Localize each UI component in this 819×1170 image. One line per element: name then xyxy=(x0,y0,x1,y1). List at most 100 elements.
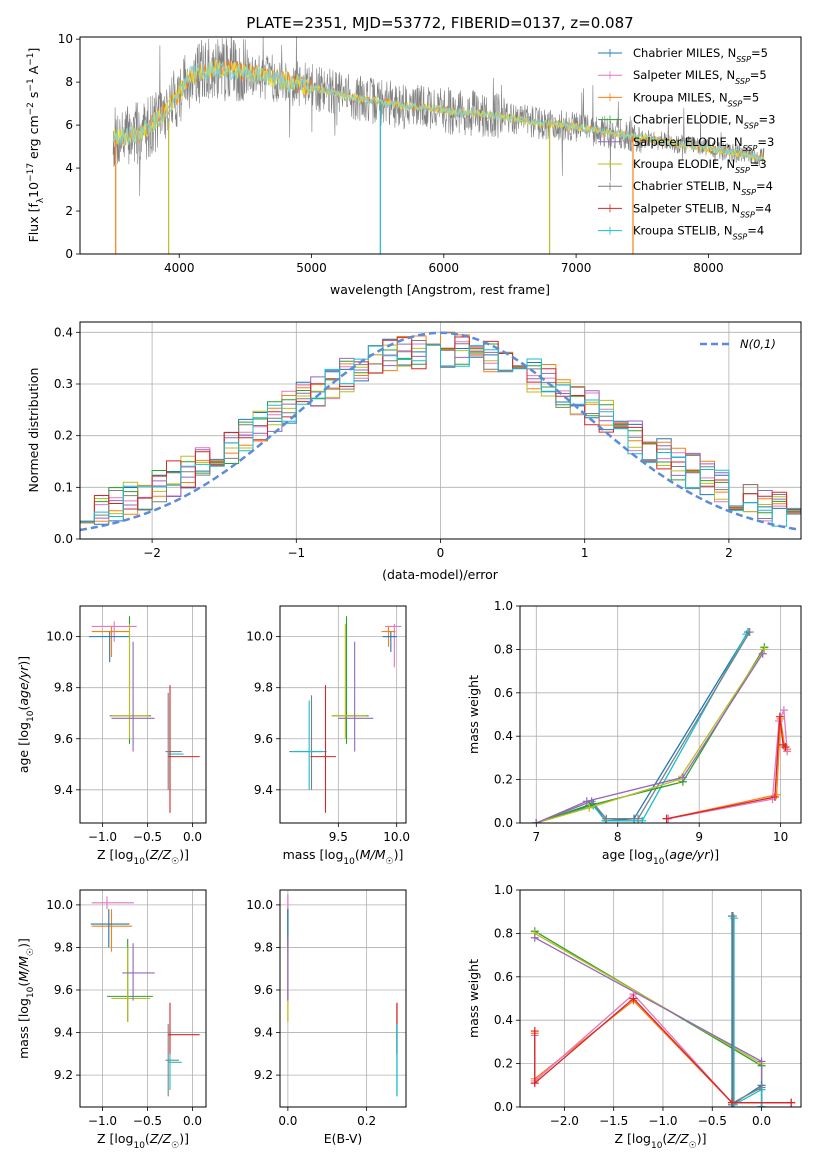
axes-frame xyxy=(79,605,207,824)
spectrum-title: PLATE=2351, MJD=53772, FIBERID=0137, z=0… xyxy=(246,14,633,32)
legend-label: Salpeter MILES, NSSP=5 xyxy=(633,68,767,86)
x-tick-label: 10 xyxy=(773,830,788,844)
y-tick-label: 8 xyxy=(65,75,73,89)
y-tick-label: 0.8 xyxy=(494,642,513,656)
axes-frame xyxy=(279,889,407,1108)
y-tick-label: 0.1 xyxy=(54,480,73,494)
legend-label: Chabrier ELODIE, NSSP=3 xyxy=(633,113,775,131)
x-tick-label: 0.0 xyxy=(183,830,202,844)
errorbar-point xyxy=(332,616,369,744)
y-tick-label: 0.0 xyxy=(494,1100,513,1114)
y-tick-label: 0.2 xyxy=(494,1057,513,1071)
y-tick-label: 0.0 xyxy=(494,816,513,830)
series-marker xyxy=(585,803,594,812)
y-tick-label: 10.0 xyxy=(46,898,73,912)
series-line xyxy=(731,916,763,1107)
age-vs-mass-panel: 9.5 10.0 9.4 9.6 9.8 10.0 mass [log10(M/M☉)] xyxy=(246,605,410,867)
axes: 4000 5000 6000 7000 8000 0 2 4 6 8 10 xyxy=(58,32,802,275)
series xyxy=(662,712,790,823)
series-marker xyxy=(758,649,767,658)
plot-area xyxy=(90,896,200,1097)
x-axis-label: Z [log10(Z/Z☉)] xyxy=(615,1131,707,1151)
axes: 9.5 10.0 9.4 9.6 9.8 10.0 xyxy=(246,605,410,844)
errorbar-point xyxy=(90,909,130,948)
y-axis-label: mass [log10(M/M☉)] xyxy=(16,938,36,1059)
grid xyxy=(80,606,206,823)
legend-label: Kroupa STELIB, NSSP=4 xyxy=(633,224,764,242)
errorbar-point xyxy=(168,685,200,813)
errorbar-point xyxy=(107,938,153,1022)
y-tick-label: 0.4 xyxy=(494,1013,513,1027)
legend-label: N(0,1) xyxy=(740,337,776,351)
errorbar-point xyxy=(111,623,150,739)
series-marker xyxy=(783,747,792,756)
errorbar-point xyxy=(91,909,133,952)
y-tick-label: 0.8 xyxy=(494,926,513,940)
x-tick-label: 8000 xyxy=(693,261,724,275)
y-tick-label: 0.2 xyxy=(54,429,73,443)
axes-frame xyxy=(519,889,802,1108)
legend: Chabrier MILES, NSSP=5 Salpeter MILES, NS… xyxy=(598,46,775,241)
mass-vs-metallicity-panel: −1.0 −0.5 0.0 9.2 9.4 9.6 9.8 10.0 Z [log10(Z/Z☉… xyxy=(16,889,207,1151)
x-axis-label: Z [log10(Z/Z☉)] xyxy=(97,1131,189,1151)
x-tick-label: −0.5 xyxy=(698,1114,727,1128)
y-tick-label: 10.0 xyxy=(246,630,273,644)
errorbar-point xyxy=(168,1002,200,1054)
series-marker xyxy=(781,743,790,752)
errorbar-point xyxy=(385,623,402,668)
y-tick-label: 1.0 xyxy=(494,883,513,897)
errorbar-point xyxy=(291,700,327,790)
y-axis-label: mass weight xyxy=(466,675,481,754)
series-line xyxy=(666,716,786,820)
mass-weight-vs-metallicity-panel: −2.0 −1.5 −1.0 −0.5 0.0 0.0 0.2 0.4 0.6 0.8 1.0 Z [… xyxy=(466,883,802,1151)
x-axis-label: (data-model)/error xyxy=(382,567,499,582)
y-tick-label: 9.6 xyxy=(54,983,73,997)
series-marker xyxy=(530,1027,539,1036)
series xyxy=(530,994,796,1107)
y-tick-label: 0.4 xyxy=(54,325,73,339)
y-tick-label: 9.6 xyxy=(254,983,273,997)
y-tick-label: 0.6 xyxy=(494,686,513,700)
series xyxy=(532,628,754,823)
x-tick-label: −1 xyxy=(287,546,305,560)
y-tick-label: 6 xyxy=(65,118,73,132)
series-marker xyxy=(530,933,539,942)
axes-frame xyxy=(519,605,802,824)
errorbar-point xyxy=(382,631,397,652)
x-tick-label: 1 xyxy=(581,546,589,560)
histogram-step xyxy=(80,331,801,523)
x-tick-label: −1.5 xyxy=(599,1114,628,1128)
axes: −2.0 −1.5 −1.0 −0.5 0.0 0.0 0.2 0.4 0.6 0.8 1.0 xyxy=(494,883,802,1128)
y-tick-label: 9.4 xyxy=(254,783,273,797)
y-tick-label: 9.8 xyxy=(254,940,273,954)
x-tick-label: 8 xyxy=(614,830,622,844)
series-marker xyxy=(662,814,671,823)
axes-frame xyxy=(79,36,802,255)
legend-label: Chabrier STELIB, NSSP=4 xyxy=(633,179,773,197)
errorbar-point xyxy=(165,692,182,790)
series-line xyxy=(666,718,788,820)
grid xyxy=(280,890,406,1107)
y-tick-label: 0.6 xyxy=(494,970,513,984)
y-tick-label: 9.6 xyxy=(254,732,273,746)
model-spectrum xyxy=(112,61,765,162)
x-tick-label: 7000 xyxy=(561,261,592,275)
series-line xyxy=(534,937,763,1107)
y-axis-label: Normed distribution xyxy=(26,368,41,493)
errorbar-point xyxy=(89,631,130,663)
y-tick-label: 0.0 xyxy=(54,532,73,546)
x-tick-label: 6000 xyxy=(429,261,460,275)
x-tick-label: −1.0 xyxy=(88,830,117,844)
y-tick-label: 9.2 xyxy=(254,1068,273,1082)
histogram-step xyxy=(80,344,801,527)
legend-label: Salpeter ELODIE, NSSP=3 xyxy=(633,135,774,153)
errorbar-point xyxy=(111,641,155,752)
plot-area xyxy=(112,37,765,254)
errorbar-point xyxy=(91,896,134,910)
series-line xyxy=(732,916,762,1104)
plot-area xyxy=(89,616,200,813)
residual-histogram-panel: −2 −1 0 1 2 0.0 0.1 0.2 0.3 0.4 N(0,1) (data-model)… xyxy=(26,321,802,582)
errorbar-point xyxy=(109,616,152,744)
series-marker xyxy=(745,628,754,637)
plot-area xyxy=(289,616,402,813)
